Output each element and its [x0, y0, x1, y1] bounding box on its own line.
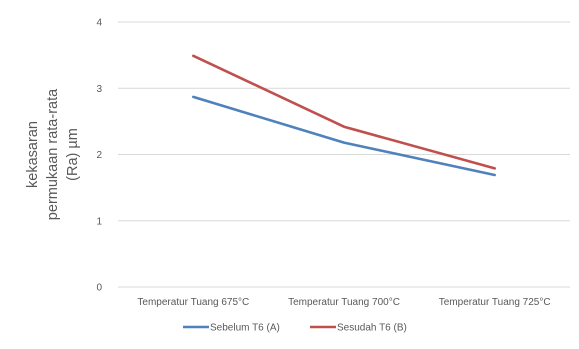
- y-axis-ticks: 0 1 2 3 4: [96, 18, 102, 294]
- y-axis-label-line: (Ra) µm: [65, 128, 81, 181]
- y-tick-label: 2: [96, 150, 102, 161]
- y-tick-label: 0: [96, 283, 102, 294]
- y-tick-label: 3: [96, 84, 102, 95]
- series-line-sebelum: [192, 95, 497, 177]
- legend-label: Sebelum T6 (A): [210, 323, 280, 334]
- x-tick-label: Temperatur Tuang 700°C: [288, 297, 400, 308]
- y-tick-label: 4: [96, 18, 102, 29]
- gridlines: [118, 21, 570, 288]
- x-axis-ticks: Temperatur Tuang 675°C Temperatur Tuang 7…: [137, 297, 550, 308]
- x-tick-label: Temperatur Tuang 725°C: [439, 297, 551, 308]
- y-axis-label-line: kekasaran: [25, 121, 41, 188]
- x-tick-label: Temperatur Tuang 675°C: [137, 297, 249, 308]
- legend-label: Sesudah T6 (B): [337, 323, 407, 334]
- legend: Sebelum T6 (A) Sesudah T6 (B): [183, 323, 407, 334]
- y-axis-label: kekasaran permukaan rata-rata (Ra) µm: [25, 88, 81, 220]
- y-tick-label: 1: [96, 216, 102, 227]
- y-axis-label-line: permukaan rata-rata: [45, 88, 61, 220]
- series-line-sesudah: [192, 54, 497, 170]
- series-lines: [192, 54, 497, 177]
